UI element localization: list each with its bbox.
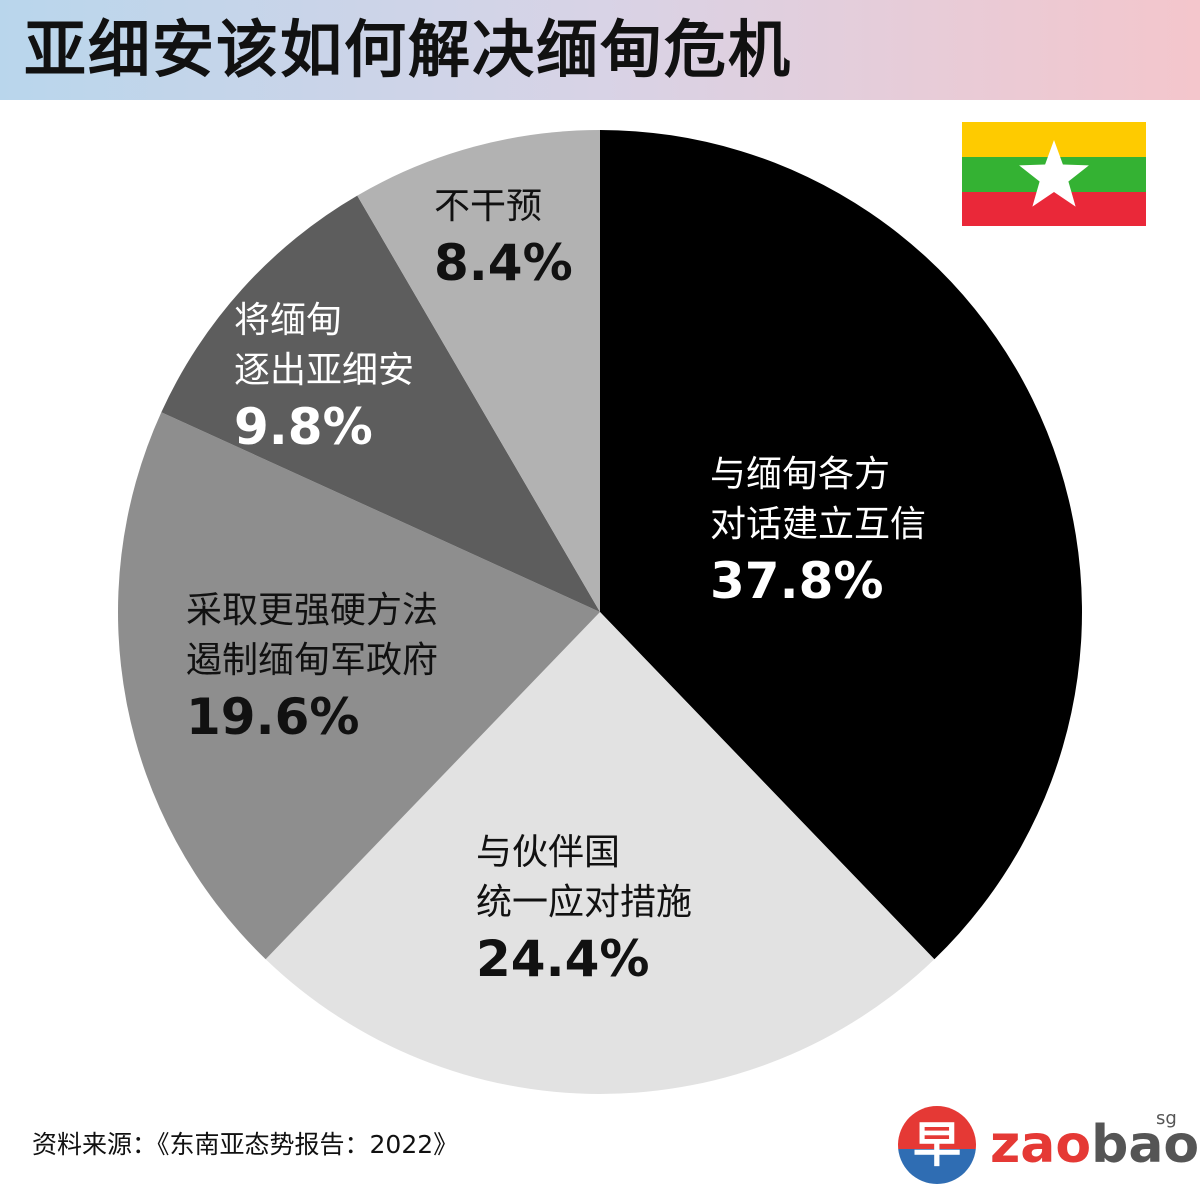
slice-label-line: 不干预 [434,186,542,227]
pie-slice [357,130,600,612]
logo-wordmark: zaobao [990,1112,1199,1178]
flag-band-red [962,192,1146,226]
flag-star [1019,140,1089,207]
title-bar: 亚细安该如何解决缅甸危机 [0,0,1200,100]
slice-value-label: 8.4% [434,234,573,292]
slice-value-label: 24.4% [476,930,649,988]
slice-label: 将缅甸逐出亚细安 9.8% [234,300,414,456]
pie-slice [161,195,600,612]
logo-char: 早 [912,1117,961,1173]
zaobao-logo: 早 zaobao sg [898,1106,1199,1186]
pie-slice [600,130,1083,960]
pie-slice [118,412,601,960]
slice-label-line: 遏制缅甸军政府 [186,640,438,681]
myanmar-flag-icon [962,122,1146,226]
slice-label-line: 与缅甸各方 [710,454,890,495]
logo-sup: sg [1156,1108,1177,1129]
slice-label-line: 逐出亚细安 [234,350,414,391]
logo-circle-icon [898,1106,976,1184]
slice-label: 与伙伴国统一应对措施 24.4% [476,832,692,988]
slice-value-label: 9.8% [234,398,373,456]
source-note: 资料来源：《东南亚态势报告：2022》 [32,1130,459,1159]
slice-label-line: 与伙伴国 [476,832,620,873]
slice-label-line: 将缅甸 [234,300,342,341]
slice-label: 与缅甸各方对话建立互信 37.8% [710,454,926,610]
logo-word-zao: zao [990,1115,1092,1175]
slice-value-label: 37.8% [710,552,883,610]
slice-label-line: 采取更强硬方法 [186,590,438,631]
slice-label: 不干预 8.4% [434,186,573,292]
pie-slice [265,612,935,1095]
slice-label-line: 对话建立互信 [710,504,926,545]
logo-word-bao: bao [1091,1115,1200,1175]
slice-value-label: 19.6% [186,688,359,746]
slice-label-line: 统一应对措施 [476,882,692,923]
page-title: 亚细安该如何解决缅甸危机 [24,13,793,86]
slice-label: 采取更强硬方法遏制缅甸军政府 19.6% [186,590,438,746]
